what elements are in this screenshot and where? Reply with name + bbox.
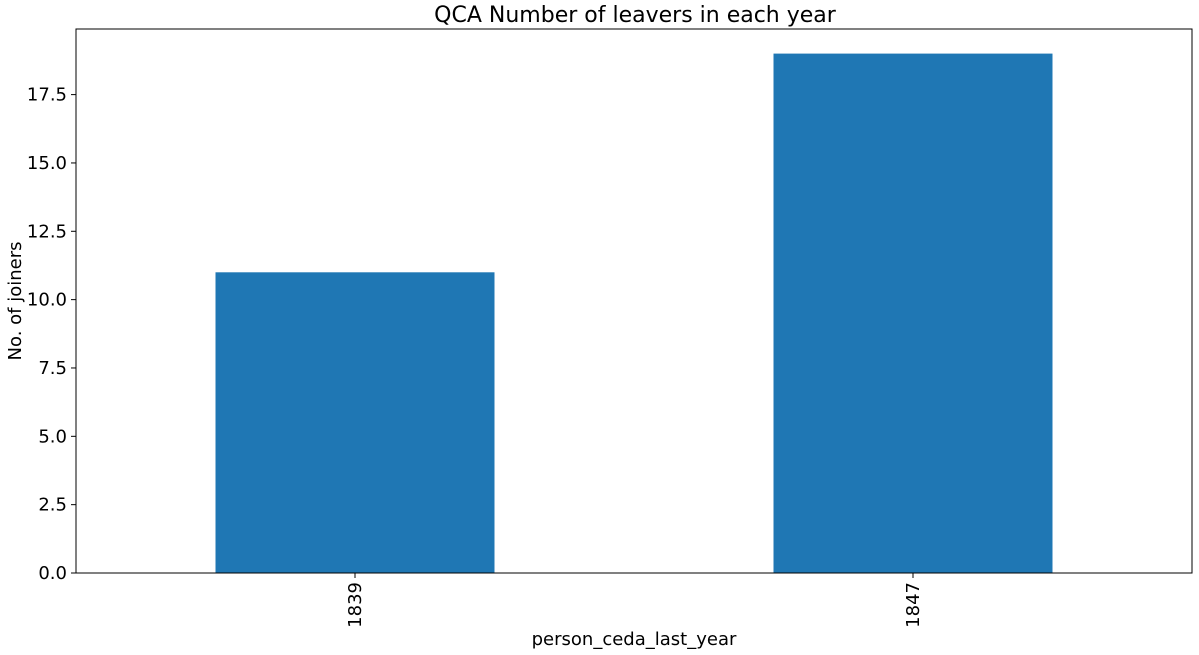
x-axis-label: person_ceda_last_year — [532, 629, 737, 650]
bar-1839 — [215, 272, 495, 573]
axes-frame — [75, 28, 1193, 574]
y-tick-label: 2.5 — [38, 495, 67, 516]
x-tick-label-1839: 1839 — [345, 582, 366, 628]
y-tick-label: 15.0 — [27, 153, 67, 174]
y-tick-label: 17.5 — [27, 85, 67, 106]
y-tick-label: 0.0 — [38, 563, 67, 584]
y-tick-label: 7.5 — [38, 358, 67, 379]
plot-area: 0.0 2.5 5.0 7.5 10.0 12.5 15.0 17.5 1839 1847 — [27, 28, 1193, 628]
y-axis-label: No. of joiners — [5, 242, 26, 361]
chart-title: QCA Number of leavers in each year — [434, 3, 837, 28]
x-tick-label-1847: 1847 — [903, 582, 924, 628]
bar-1847 — [773, 53, 1053, 574]
y-tick-label: 5.0 — [38, 426, 67, 447]
y-tick-label: 10.0 — [27, 290, 67, 311]
y-tick-label: 12.5 — [27, 221, 67, 242]
